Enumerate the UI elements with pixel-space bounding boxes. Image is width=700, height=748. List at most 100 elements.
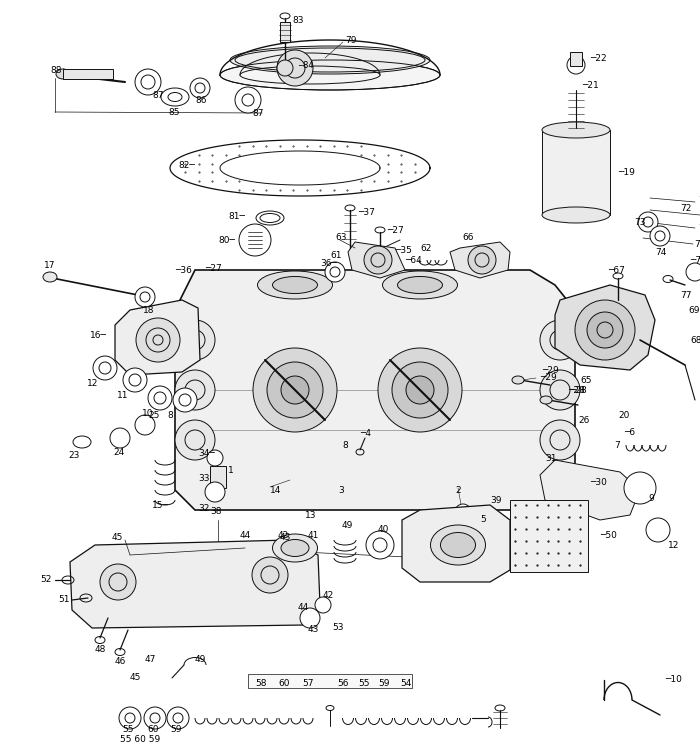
Circle shape bbox=[638, 212, 658, 232]
Bar bbox=[248, 674, 412, 688]
Circle shape bbox=[646, 518, 670, 542]
Text: ─35: ─35 bbox=[395, 245, 412, 254]
Text: 88: 88 bbox=[50, 66, 62, 75]
Text: 86: 86 bbox=[195, 96, 206, 105]
Text: 13: 13 bbox=[305, 510, 316, 520]
Circle shape bbox=[190, 78, 210, 98]
Polygon shape bbox=[540, 460, 640, 520]
Ellipse shape bbox=[230, 46, 430, 74]
Text: 36─: 36─ bbox=[320, 259, 337, 268]
Ellipse shape bbox=[512, 376, 524, 384]
Circle shape bbox=[315, 597, 331, 613]
Text: 61: 61 bbox=[330, 251, 342, 260]
Text: 16─: 16─ bbox=[90, 331, 107, 340]
Circle shape bbox=[93, 356, 117, 380]
Circle shape bbox=[406, 376, 434, 404]
Text: 59: 59 bbox=[378, 678, 389, 687]
Circle shape bbox=[148, 386, 172, 410]
Text: 10: 10 bbox=[142, 408, 153, 417]
Bar bbox=[280, 22, 290, 42]
Text: 26: 26 bbox=[578, 415, 589, 425]
Ellipse shape bbox=[56, 69, 70, 79]
Text: 52: 52 bbox=[40, 575, 51, 584]
Text: 48: 48 bbox=[95, 646, 106, 654]
Circle shape bbox=[468, 246, 496, 274]
Circle shape bbox=[167, 707, 189, 729]
Text: 69: 69 bbox=[688, 305, 699, 314]
Text: ─84: ─84 bbox=[298, 61, 314, 70]
Text: 82─: 82─ bbox=[178, 161, 195, 170]
Ellipse shape bbox=[430, 525, 486, 565]
Circle shape bbox=[624, 472, 656, 504]
Text: ─28: ─28 bbox=[570, 385, 587, 394]
Text: 12: 12 bbox=[668, 541, 680, 550]
Text: 73: 73 bbox=[634, 218, 645, 227]
Circle shape bbox=[173, 388, 197, 412]
Text: ─10: ─10 bbox=[665, 675, 682, 684]
Circle shape bbox=[100, 564, 136, 600]
Circle shape bbox=[277, 60, 293, 76]
Circle shape bbox=[135, 287, 155, 307]
Text: 58: 58 bbox=[255, 678, 267, 687]
Ellipse shape bbox=[272, 277, 318, 293]
Text: 31: 31 bbox=[545, 453, 557, 462]
Text: 49: 49 bbox=[342, 521, 354, 530]
Circle shape bbox=[686, 263, 700, 281]
Text: 44: 44 bbox=[240, 530, 251, 539]
Circle shape bbox=[540, 370, 580, 410]
Ellipse shape bbox=[440, 533, 475, 557]
Text: 20: 20 bbox=[618, 411, 629, 420]
Text: ─22: ─22 bbox=[590, 54, 607, 63]
Circle shape bbox=[650, 226, 670, 246]
Text: 45: 45 bbox=[130, 673, 141, 682]
Circle shape bbox=[123, 368, 147, 392]
Text: 85: 85 bbox=[168, 108, 179, 117]
Text: ─21: ─21 bbox=[582, 81, 598, 90]
Text: 45: 45 bbox=[112, 533, 123, 542]
Text: 25: 25 bbox=[148, 411, 160, 420]
Text: 77: 77 bbox=[680, 290, 692, 299]
Ellipse shape bbox=[281, 539, 309, 557]
Circle shape bbox=[144, 707, 166, 729]
Text: 83: 83 bbox=[292, 16, 304, 25]
Text: ─50: ─50 bbox=[600, 530, 617, 539]
Polygon shape bbox=[348, 242, 405, 278]
Circle shape bbox=[136, 318, 180, 362]
Polygon shape bbox=[555, 285, 655, 370]
Text: 60: 60 bbox=[147, 726, 158, 735]
Bar bbox=[210, 466, 226, 488]
Polygon shape bbox=[115, 300, 200, 375]
Polygon shape bbox=[70, 540, 320, 628]
Text: 46: 46 bbox=[115, 657, 127, 666]
Ellipse shape bbox=[398, 277, 442, 293]
Bar bbox=[542, 130, 610, 215]
Text: ─30: ─30 bbox=[590, 477, 607, 486]
Text: 43: 43 bbox=[308, 625, 319, 634]
Text: 47: 47 bbox=[145, 655, 156, 664]
Circle shape bbox=[277, 50, 313, 86]
Bar bbox=[63, 69, 113, 79]
Text: 65: 65 bbox=[580, 375, 592, 384]
Bar bbox=[510, 500, 588, 572]
Text: 41: 41 bbox=[308, 530, 319, 539]
Text: 75: 75 bbox=[694, 239, 700, 248]
Ellipse shape bbox=[256, 211, 284, 225]
Text: 14: 14 bbox=[270, 485, 281, 494]
Circle shape bbox=[325, 262, 345, 282]
Text: ─19: ─19 bbox=[618, 168, 635, 177]
Bar bbox=[570, 52, 582, 66]
Text: ─4: ─4 bbox=[360, 429, 371, 438]
Text: 18: 18 bbox=[143, 305, 155, 314]
Text: 81─: 81─ bbox=[228, 212, 245, 221]
Text: 59: 59 bbox=[170, 726, 181, 735]
Text: ─6: ─6 bbox=[624, 428, 635, 437]
Text: 49: 49 bbox=[195, 655, 206, 664]
Circle shape bbox=[540, 320, 580, 360]
Circle shape bbox=[207, 450, 223, 466]
Text: ─71: ─71 bbox=[690, 256, 700, 265]
Text: 55: 55 bbox=[122, 726, 134, 735]
Text: 2: 2 bbox=[455, 485, 461, 494]
Circle shape bbox=[110, 428, 130, 448]
Circle shape bbox=[567, 56, 585, 74]
Text: 44: 44 bbox=[298, 604, 309, 613]
